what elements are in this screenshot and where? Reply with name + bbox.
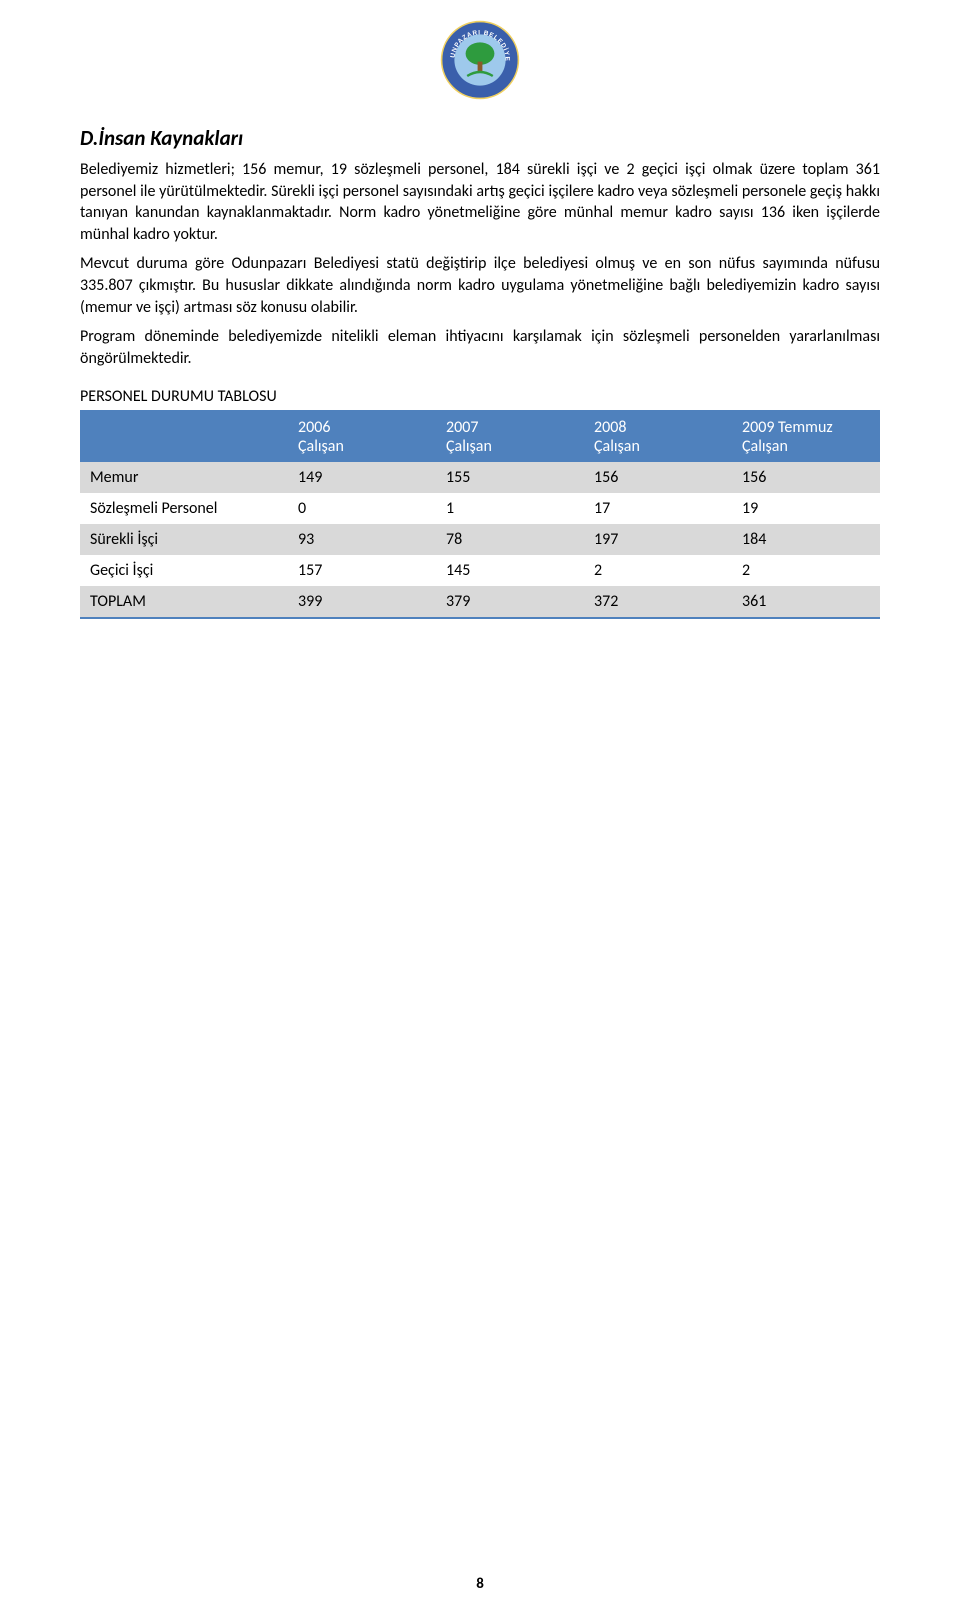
row-label: Sürekli İşçi: [80, 524, 288, 555]
cell: 78: [436, 524, 584, 555]
table-header-2006: 2006 Çalışan: [288, 411, 436, 462]
paragraph-2: Mevcut duruma göre Odunpazarı Belediyesi…: [80, 253, 880, 318]
paragraph-1: Belediyemiz hizmetleri; 156 memur, 19 sö…: [80, 159, 880, 245]
row-label: Memur: [80, 462, 288, 493]
table-row: Memur 149 155 156 156: [80, 462, 880, 493]
header-year: 2008: [594, 418, 626, 437]
header-year: 2007: [446, 418, 478, 437]
cell: 2: [584, 555, 732, 586]
cell: 149: [288, 462, 436, 493]
page-number: 8: [0, 1575, 960, 1593]
cell: 93: [288, 524, 436, 555]
cell: 17: [584, 493, 732, 524]
cell: 399: [288, 586, 436, 618]
cell: 156: [584, 462, 732, 493]
header-year: 2006: [298, 418, 330, 437]
cell: 155: [436, 462, 584, 493]
table-title: PERSONEL DURUMU TABLOSU: [80, 387, 880, 406]
document-page: ODUNPAZARI BELEDİYESİ D.İnsan Kaynakları…: [0, 0, 960, 1613]
header-sub: Çalışan: [742, 437, 788, 456]
table-row: Sözleşmeli Personel 0 1 17 19: [80, 493, 880, 524]
cell: 184: [732, 524, 880, 555]
cell: 19: [732, 493, 880, 524]
table-row-total: TOPLAM 399 379 372 361: [80, 586, 880, 618]
header-sub: Çalışan: [298, 437, 344, 456]
table-header-2009: 2009 Temmuz Çalışan: [732, 411, 880, 462]
table-header-2007: 2007 Çalışan: [436, 411, 584, 462]
logo-container: ODUNPAZARI BELEDİYESİ: [80, 20, 880, 105]
table-row: Sürekli İşçi 93 78 197 184: [80, 524, 880, 555]
row-label: TOPLAM: [80, 586, 288, 618]
cell: 145: [436, 555, 584, 586]
section-heading: D.İnsan Kaynakları: [80, 125, 880, 151]
paragraph-3: Program döneminde belediyemizde nitelikl…: [80, 326, 880, 369]
table-header-2008: 2008 Çalışan: [584, 411, 732, 462]
table-header-row: 2006 Çalışan 2007 Çalışan 2008 Çalışan 2…: [80, 411, 880, 462]
cell: 156: [732, 462, 880, 493]
header-sub: Çalışan: [594, 437, 640, 456]
cell: 1: [436, 493, 584, 524]
personnel-table: 2006 Çalışan 2007 Çalışan 2008 Çalışan 2…: [80, 410, 880, 619]
cell: 157: [288, 555, 436, 586]
cell: 2: [732, 555, 880, 586]
cell: 372: [584, 586, 732, 618]
cell: 197: [584, 524, 732, 555]
table-row: Geçici İşçi 157 145 2 2: [80, 555, 880, 586]
cell: 0: [288, 493, 436, 524]
header-year: 2009 Temmuz: [742, 418, 833, 437]
cell: 379: [436, 586, 584, 618]
row-label: Geçici İşçi: [80, 555, 288, 586]
row-label: Sözleşmeli Personel: [80, 493, 288, 524]
municipality-logo-icon: ODUNPAZARI BELEDİYESİ: [440, 20, 520, 100]
header-sub: Çalışan: [446, 437, 492, 456]
cell: 361: [732, 586, 880, 618]
table-header-blank: [80, 411, 288, 462]
